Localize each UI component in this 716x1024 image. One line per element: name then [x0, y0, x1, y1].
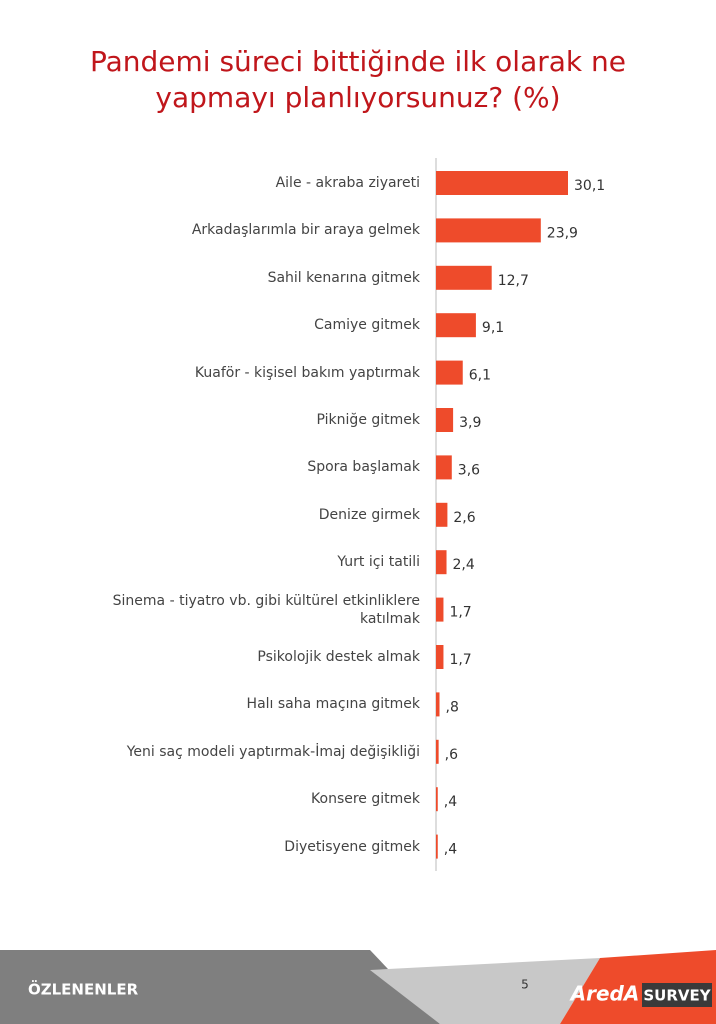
bar [436, 787, 438, 812]
bar [436, 692, 440, 717]
value-label: 2,4 [453, 557, 475, 573]
bar [436, 502, 448, 527]
value-label: 1,7 [449, 605, 471, 621]
bar [436, 360, 463, 385]
value-label: ,4 [444, 842, 457, 858]
value-label: 23,9 [547, 225, 578, 241]
category-label: Denize girmek [318, 506, 420, 523]
value-label: 2,6 [453, 510, 475, 526]
value-label: ,8 [446, 699, 459, 715]
category-label: Kuaför - kişisel bakım yaptırmak [194, 364, 420, 381]
logo: AredA [569, 982, 640, 1006]
category-label: Aile - akraba ziyareti [275, 175, 420, 191]
category-label: Yurt içi tatili [337, 554, 420, 571]
page-number: 5 [521, 978, 529, 992]
value-label: ,6 [445, 747, 458, 763]
bar [436, 265, 492, 290]
value-label: 1,7 [449, 652, 471, 668]
bar [436, 645, 444, 669]
footer-band [0, 950, 440, 1024]
category-label: Sahil kenarına gitmek [267, 269, 420, 286]
category-label: Konsere gitmek [311, 791, 420, 808]
bar [436, 834, 438, 859]
bar [436, 739, 439, 764]
category-label: Arkadaşlarımla bir araya gelmek [191, 222, 420, 239]
category-label: Psikolojik destek almak [257, 649, 420, 665]
value-label: 9,1 [482, 320, 504, 336]
bar [436, 597, 444, 622]
value-label: 3,9 [459, 415, 481, 431]
category-label: Spora başlamak [307, 459, 420, 476]
bar [436, 171, 568, 195]
bar [436, 313, 476, 338]
category-label: Halı saha maçına gitmek [246, 696, 420, 713]
bar [436, 218, 541, 243]
value-label: 30,1 [574, 178, 605, 194]
category-label: Yeni saç modeli yaptırmak-İmaj değişikli… [126, 743, 420, 760]
footer-band [370, 958, 600, 1024]
bar [436, 408, 454, 432]
category-label: Pikniğe gitmek [316, 412, 420, 428]
logo-box [642, 983, 712, 1007]
value-label: 3,6 [458, 462, 480, 478]
category-label: Sinema - tiyatro vb. gibi kültürel etkin… [112, 592, 420, 627]
bar [436, 550, 447, 575]
footer-section: ÖZLENENLER [28, 980, 139, 999]
value-label: ,4 [444, 794, 457, 810]
bar [436, 455, 452, 480]
brand: SURVEY [643, 987, 711, 1005]
category-label: Camiye gitmek [314, 317, 420, 334]
chart-title: Pandemi süreci bittiğinde ilk olarak ne … [89, 45, 626, 114]
category-label: Diyetisyene gitmek [284, 838, 420, 855]
value-label: 12,7 [498, 273, 529, 289]
value-label: 6,1 [469, 368, 491, 384]
